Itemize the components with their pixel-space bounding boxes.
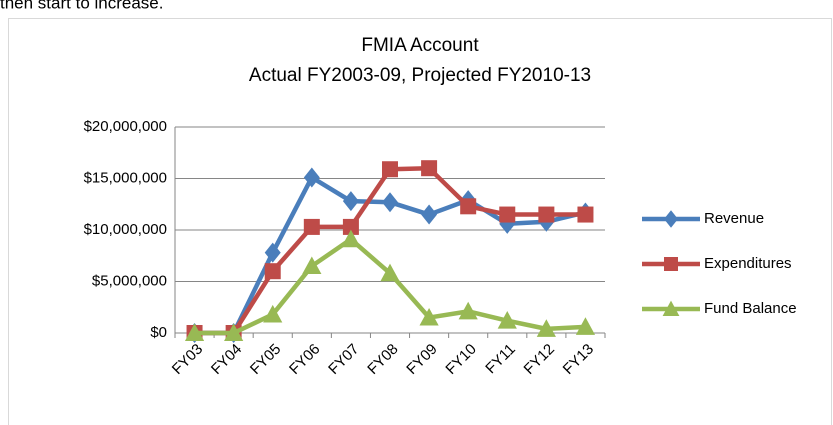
- legend-label: Expenditures: [704, 255, 792, 272]
- marker: [342, 191, 359, 212]
- marker: [662, 300, 680, 316]
- document-text: then start to increase.: [0, 0, 163, 12]
- marker: [382, 192, 398, 213]
- y-tick-label: $10,000,000: [84, 221, 167, 238]
- marker: [302, 256, 322, 275]
- marker: [664, 210, 678, 228]
- marker: [264, 242, 281, 263]
- marker: [342, 218, 359, 235]
- chart-title: FMIA Account: [361, 35, 479, 56]
- y-tick-label: $5,000,000: [92, 272, 167, 289]
- marker: [224, 323, 244, 341]
- marker: [184, 323, 205, 341]
- marker: [419, 307, 439, 326]
- y-tick-label: $0: [150, 324, 167, 341]
- marker: [577, 206, 594, 223]
- y-tick-label: $15,000,000: [84, 169, 167, 186]
- chart-subtitle: Actual FY2003-09, Projected FY2010-13: [249, 65, 591, 86]
- marker: [664, 257, 678, 271]
- marker: [263, 304, 283, 323]
- marker: [575, 317, 596, 335]
- marker: [303, 218, 320, 235]
- marker: [421, 204, 438, 225]
- legend-label: Fund Balance: [704, 300, 797, 317]
- marker: [264, 263, 281, 280]
- y-tick-label: $20,000,000: [84, 118, 167, 135]
- marker: [341, 229, 361, 248]
- marker: [460, 198, 477, 215]
- chart-border: [8, 18, 832, 425]
- marker: [538, 206, 555, 223]
- marker: [499, 206, 516, 223]
- marker: [458, 301, 478, 320]
- marker: [380, 263, 400, 282]
- marker: [421, 160, 438, 177]
- marker: [497, 311, 517, 329]
- marker: [303, 167, 320, 188]
- legend-label: Revenue: [704, 210, 764, 227]
- marker: [536, 319, 556, 337]
- marker: [382, 161, 398, 178]
